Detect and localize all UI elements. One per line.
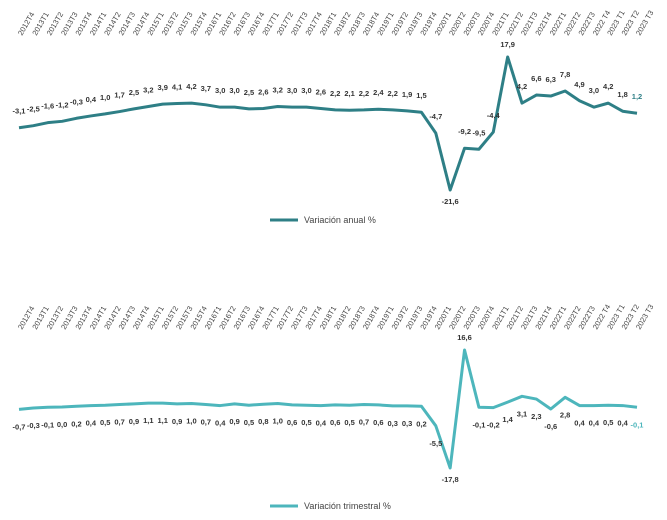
data-label: 0,6 <box>287 418 297 427</box>
data-label: 0,5 <box>603 418 613 427</box>
data-label: 0,5 <box>344 418 354 427</box>
data-label: 0,8 <box>258 417 268 426</box>
data-label: -9,5 <box>472 128 485 137</box>
data-label: 0,4 <box>86 95 97 104</box>
data-label: 1,7 <box>114 91 124 100</box>
data-label: 4,2 <box>186 82 196 91</box>
data-label: 0,9 <box>172 417 182 426</box>
data-label: 1,1 <box>143 416 153 425</box>
data-label: 0,7 <box>114 418 124 427</box>
data-label: 0,2 <box>71 419 81 428</box>
data-label: 1,9 <box>402 90 412 99</box>
data-label: 1,4 <box>502 415 513 424</box>
data-label: 0,7 <box>201 418 211 427</box>
data-label: -17,8 <box>442 475 459 484</box>
data-label: 0,6 <box>373 418 383 427</box>
data-label: 4,2 <box>517 82 527 91</box>
data-label: 0,4 <box>215 419 226 428</box>
data-label: 0,2 <box>416 419 426 428</box>
data-label: 1,5 <box>416 91 426 100</box>
data-label: 2,2 <box>330 89 340 98</box>
data-label: 6,6 <box>531 74 541 83</box>
data-label: 0,5 <box>244 418 254 427</box>
data-label: -2,5 <box>27 105 40 114</box>
data-label: -0,2 <box>487 421 500 430</box>
data-label: 6,3 <box>546 75 556 84</box>
data-label: 0,4 <box>589 419 600 428</box>
data-label: 0,3 <box>387 419 397 428</box>
data-label: 2,2 <box>387 89 397 98</box>
data-label: 2,6 <box>316 88 326 97</box>
data-label: -0,3 <box>70 97 83 106</box>
data-label: -3,1 <box>13 107 26 116</box>
data-label: 2,6 <box>258 88 268 97</box>
data-label: -0,6 <box>544 422 557 431</box>
legend-label: Variación anual % <box>304 215 376 225</box>
data-label: 3,2 <box>272 85 282 94</box>
data-label: -0,1 <box>631 420 644 429</box>
data-label: 4,2 <box>603 82 613 91</box>
data-label: -5,5 <box>429 439 442 448</box>
data-label: -1,6 <box>41 102 54 111</box>
data-label: 0,0 <box>57 420 67 429</box>
data-label: 17,9 <box>500 40 515 49</box>
data-label: 0,5 <box>100 418 110 427</box>
data-label: 4,1 <box>172 82 182 91</box>
data-label: -9,2 <box>458 127 471 136</box>
data-label: -21,6 <box>442 197 459 206</box>
data-label: 3,7 <box>201 84 211 93</box>
data-label: 3,1 <box>517 409 527 418</box>
data-label: 1,1 <box>158 416 168 425</box>
data-label: 0,9 <box>129 417 139 426</box>
line <box>18 348 638 470</box>
data-label: 1,0 <box>100 93 110 102</box>
line <box>18 55 638 192</box>
data-label: 7,8 <box>560 70 570 79</box>
data-label: 3,9 <box>158 83 168 92</box>
data-label: -4,4 <box>487 111 501 120</box>
data-label: 2,2 <box>359 89 369 98</box>
data-label: 0,4 <box>617 419 628 428</box>
data-label: 3,0 <box>287 86 297 95</box>
data-label: 3,0 <box>215 86 225 95</box>
data-label: 2,4 <box>373 88 384 97</box>
legend-label: Variación trimestral % <box>304 501 391 511</box>
data-label: 0,7 <box>359 418 369 427</box>
data-label: -1,2 <box>56 100 69 109</box>
data-label: -0,7 <box>13 422 26 431</box>
data-label: 2,8 <box>560 410 570 419</box>
data-label: 2,3 <box>531 412 541 421</box>
data-label: -0,1 <box>472 420 485 429</box>
data-label: 2,5 <box>244 88 254 97</box>
data-label: 1,0 <box>186 417 196 426</box>
data-label: 0,6 <box>330 418 340 427</box>
data-label: 2,5 <box>129 88 139 97</box>
data-label: 3,0 <box>589 86 599 95</box>
data-label: 4,9 <box>574 80 584 89</box>
data-label: 0,4 <box>574 419 585 428</box>
data-label: -4,7 <box>429 112 442 121</box>
data-label: 3,0 <box>229 86 239 95</box>
data-label: 1,8 <box>617 90 627 99</box>
data-label: 0,4 <box>86 419 97 428</box>
data-label: 3,2 <box>143 85 153 94</box>
data-label: 1,0 <box>272 417 282 426</box>
data-label: -0,1 <box>41 420 54 429</box>
data-label: 3,0 <box>301 86 311 95</box>
data-label: 16,6 <box>457 333 472 342</box>
data-label: 1,2 <box>632 92 642 101</box>
data-label: 0,9 <box>229 417 239 426</box>
data-label: 0,4 <box>316 419 327 428</box>
data-label: 2,1 <box>344 89 354 98</box>
data-label: -0,3 <box>27 421 40 430</box>
data-label: 0,3 <box>402 419 412 428</box>
data-label: 0,5 <box>301 418 311 427</box>
